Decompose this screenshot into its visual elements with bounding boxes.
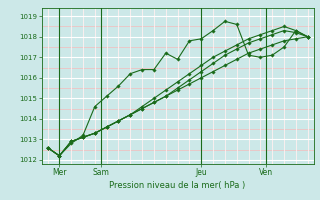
X-axis label: Pression niveau de la mer( hPa ): Pression niveau de la mer( hPa ): [109, 181, 246, 190]
